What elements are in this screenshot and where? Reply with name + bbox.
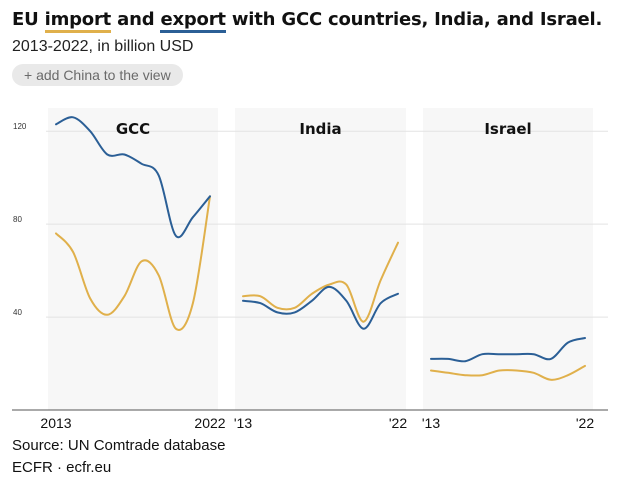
x-tick-label: '22 [389, 415, 407, 431]
title-export-word: export [160, 9, 226, 33]
x-tick-label: '22 [576, 415, 594, 431]
credit-note: ECFR · ecfr.eu [12, 459, 112, 476]
gcc-export-line [55, 116, 211, 239]
y-tick-label: 80 [13, 215, 22, 224]
title-import-word: import [44, 9, 111, 33]
panel-title-india: India [299, 120, 341, 138]
y-tick-label: 120 [13, 122, 27, 131]
x-tick-label: 2022 [194, 415, 225, 431]
x-tick-label: 2013 [40, 415, 71, 431]
india-import-line [242, 241, 399, 323]
israel-export-line [430, 337, 586, 363]
x-tick-label: '13 [422, 415, 440, 431]
title-suffix: with GCC countries, India, and Israel. [225, 9, 603, 30]
x-tick-label: '13 [234, 415, 252, 431]
chart-title: EU import and export with GCC countries,… [12, 9, 603, 33]
israel-import-line [430, 364, 586, 381]
panel-background-3 [423, 108, 593, 410]
add-china-button[interactable]: + add China to the view [12, 64, 183, 86]
india-export-line [242, 285, 399, 330]
panel-title-israel: Israel [484, 120, 531, 138]
panel-title-gcc: GCC [116, 120, 150, 138]
y-tick-label: 40 [13, 308, 22, 317]
source-note: Source: UN Comtrade database [12, 437, 226, 454]
panel-background-2 [235, 108, 406, 410]
chart-subtitle: 2013-2022, in billion USD [12, 38, 194, 55]
title-middle: and [111, 9, 161, 30]
gcc-import-line [55, 195, 211, 331]
title-prefix: EU [12, 9, 45, 30]
panel-background-1 [48, 108, 218, 410]
